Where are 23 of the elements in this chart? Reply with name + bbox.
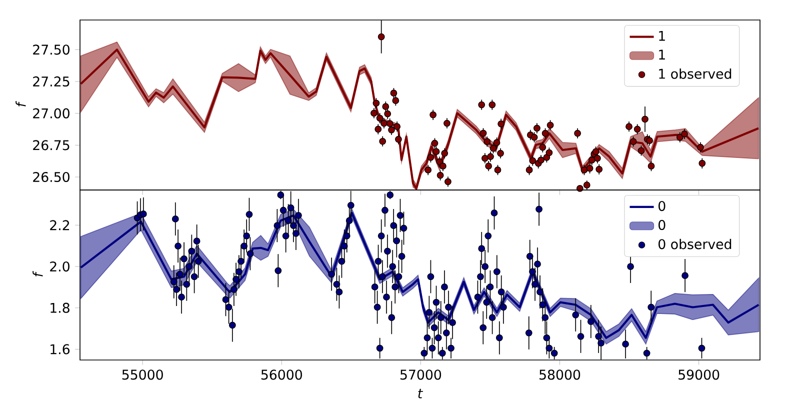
x-tick-label: 57000	[400, 370, 442, 380]
y-tick-label: 1.6	[50, 344, 70, 354]
legend-label: 1 observed	[659, 68, 732, 79]
legend-label: 0	[658, 220, 666, 230]
y-tick-label: 27.25	[33, 76, 70, 87]
y-tick-label: 2.0	[50, 261, 70, 272]
text: 0	[658, 200, 666, 212]
legend-label: 0 observed	[658, 238, 732, 250]
y-tick-label: 1.8	[50, 302, 70, 313]
y-tick-label: 26.50	[33, 172, 70, 182]
legend-label: 1	[659, 50, 665, 60]
x-tick-label: 55000	[122, 370, 163, 380]
y-tick-label: 2.2	[50, 220, 70, 230]
x-axis-title: t	[418, 388, 424, 398]
y-tick-label: 27.00	[33, 108, 70, 118]
x-tick-label: 56000	[261, 370, 302, 380]
y-tick-label: 26.75	[33, 140, 70, 150]
y-tick-label: 27.50	[33, 44, 70, 55]
y-axis-title: f	[32, 270, 43, 276]
y-axis-title: f	[16, 100, 26, 106]
text: 1	[659, 30, 665, 41]
x-tick-label: 58000	[540, 370, 580, 380]
x-tick-label: 59000	[678, 370, 720, 380]
